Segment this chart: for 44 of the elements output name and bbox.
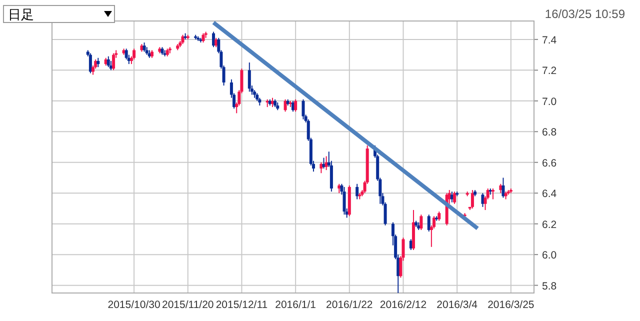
candlestick [491,188,494,200]
x-tick-label: 2015/10/30 [108,299,160,311]
y-tick-label: 7.4 [542,34,557,46]
candlestick [88,52,92,74]
candlestick [202,32,205,44]
candlestick [106,56,110,68]
candlestick [320,162,323,174]
candlestick [427,214,430,232]
x-tick-label: 2016/1/1 [275,299,316,311]
candlestick [284,98,287,112]
x-tick-label: 2016/3/4 [436,299,478,311]
y-tick-label: 6.0 [542,250,557,262]
text: 16/03/25 10:59 [544,7,626,21]
candlestick [124,48,128,60]
candlestick [112,52,116,71]
candlestick [502,177,505,198]
dropdown: 日足 [3,5,115,23]
y-tick-label: 6.8 [542,126,557,139]
candlestick [132,48,136,60]
candlestick [450,191,454,203]
candlestick [181,34,184,45]
candlestick [356,183,359,200]
y-tick-label: 7.2 [542,65,557,78]
candlestick [142,42,146,52]
candlestick [481,192,484,208]
x-tick-label: 2015/11/20 [162,299,214,311]
y-tick-label: 7.0 [542,96,557,108]
candlestick [342,186,346,216]
candlestick [294,98,298,112]
y-tick-label: 6.6 [542,157,557,170]
candlestick [420,214,423,230]
candlestick [96,57,100,68]
y-tick-label: 5.8 [542,280,557,292]
candlestick [453,191,456,204]
candlestick [438,211,441,222]
x-tick-label: 2015/12/11 [216,299,268,311]
candlestick [248,62,251,92]
x-tick-label: 2016/3/25 [488,299,534,311]
x-tick-label: 2016/1/22 [326,299,373,311]
candlestick [470,190,474,209]
y-tick-label: 6.4 [542,188,557,200]
x-tick-label: 2016/2/12 [380,299,427,311]
y-tick-label: 6.2 [542,218,557,231]
candlestick [302,98,305,120]
